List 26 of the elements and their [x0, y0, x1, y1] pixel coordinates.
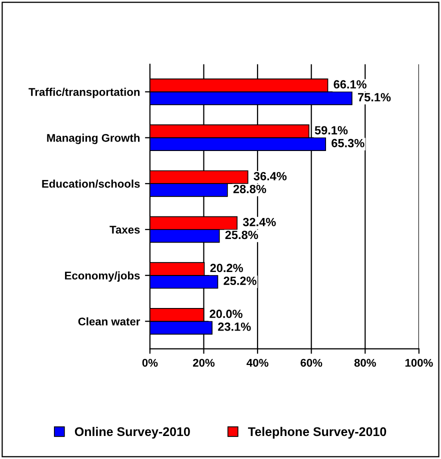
- y-tick-label: Education/schools: [42, 180, 140, 188]
- data-label: 65.3%: [332, 138, 364, 148]
- x-tick-label: 100%: [405, 358, 433, 367]
- x-tick-label: 0%: [142, 358, 158, 367]
- y-tick-label: Managing Growth: [47, 134, 140, 144]
- x-tick-label: 60%: [300, 358, 322, 367]
- data-label: 25.8%: [225, 230, 258, 240]
- x-tick-label: 40%: [246, 358, 268, 367]
- legend-label: Telephone Survey-2010: [248, 426, 386, 439]
- data-label: 59.1%: [314, 126, 348, 134]
- data-label: 25.2%: [224, 276, 256, 285]
- data-label: 36.4%: [254, 172, 287, 180]
- data-label: 20.2%: [210, 264, 243, 272]
- data-label: 20.0%: [210, 310, 242, 318]
- x-tick-label: 80%: [354, 358, 376, 367]
- y-tick-label: Traffic/transportation: [28, 88, 140, 98]
- data-label: 75.1%: [358, 93, 391, 102]
- legend-label: Online Survey-2010: [74, 426, 190, 439]
- data-label: 28.8%: [233, 184, 266, 194]
- x-tick-label: 20%: [193, 358, 215, 367]
- data-label: 23.1%: [218, 322, 251, 331]
- y-tick-label: Clean water: [78, 317, 140, 326]
- y-tick-label: Economy/jobs: [65, 271, 140, 282]
- data-label: 32.4%: [242, 218, 276, 226]
- data-label: 66.1%: [334, 80, 366, 89]
- y-tick-label: Taxes: [110, 226, 140, 234]
